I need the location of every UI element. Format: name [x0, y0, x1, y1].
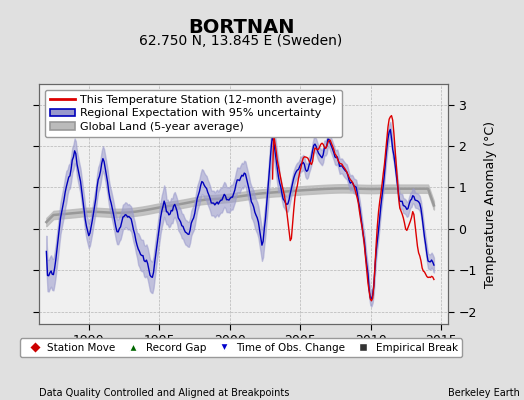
Text: Data Quality Controlled and Aligned at Breakpoints: Data Quality Controlled and Aligned at B… — [39, 388, 290, 398]
Text: Berkeley Earth: Berkeley Earth — [448, 388, 520, 398]
Legend: This Temperature Station (12-month average), Regional Expectation with 95% uncer: This Temperature Station (12-month avera… — [45, 90, 342, 137]
Text: 62.750 N, 13.845 E (Sweden): 62.750 N, 13.845 E (Sweden) — [139, 34, 343, 48]
Y-axis label: Temperature Anomaly (°C): Temperature Anomaly (°C) — [484, 120, 497, 288]
Text: BORTNAN: BORTNAN — [188, 18, 294, 37]
Legend: Station Move, Record Gap, Time of Obs. Change, Empirical Break: Station Move, Record Gap, Time of Obs. C… — [20, 338, 462, 357]
